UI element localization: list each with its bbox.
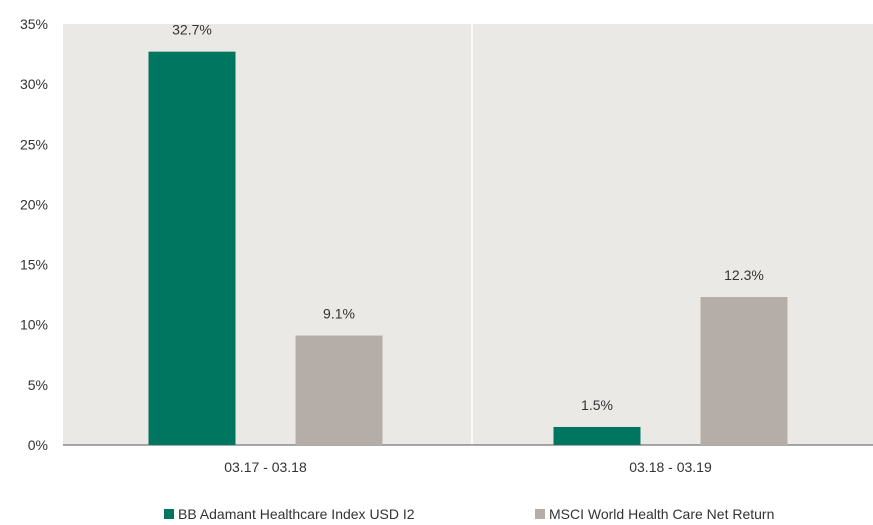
bar-series-1-cat-1 bbox=[148, 51, 236, 446]
y-tick-label: 0% bbox=[28, 437, 48, 453]
y-tick-label: 35% bbox=[20, 16, 48, 32]
y-tick-label: 30% bbox=[20, 76, 48, 92]
x-tick-label: 03.17 - 03.18 bbox=[224, 459, 307, 475]
y-tick-label: 5% bbox=[28, 377, 48, 393]
legend-label-series-2: MSCI World Health Care Net Return bbox=[549, 506, 775, 522]
legend-item-series-1: BB Adamant Healthcare Index USD I2 bbox=[164, 506, 415, 522]
y-tick-label: 25% bbox=[20, 136, 48, 152]
legend-swatch-series-1 bbox=[164, 509, 174, 519]
bar-series-2-cat-2 bbox=[700, 297, 788, 445]
data-label: 1.5% bbox=[581, 397, 613, 413]
y-tick-label: 15% bbox=[20, 257, 48, 273]
data-label: 12.3% bbox=[724, 267, 764, 283]
data-label: 32.7% bbox=[172, 22, 212, 38]
bar-series-2-cat-1 bbox=[295, 335, 383, 445]
legend: BB Adamant Healthcare Index USD I2 MSCI … bbox=[0, 506, 873, 525]
bar-series-1-cat-2 bbox=[553, 426, 641, 445]
x-tick-label: 03.18 - 03.19 bbox=[629, 459, 712, 475]
y-tick-label: 20% bbox=[20, 196, 48, 212]
data-label: 9.1% bbox=[323, 306, 355, 322]
legend-swatch-series-2 bbox=[535, 509, 545, 519]
legend-item-series-2: MSCI World Health Care Net Return bbox=[535, 506, 774, 522]
y-tick-label: 10% bbox=[20, 317, 48, 333]
legend-label-series-1: BB Adamant Healthcare Index USD I2 bbox=[178, 506, 415, 522]
